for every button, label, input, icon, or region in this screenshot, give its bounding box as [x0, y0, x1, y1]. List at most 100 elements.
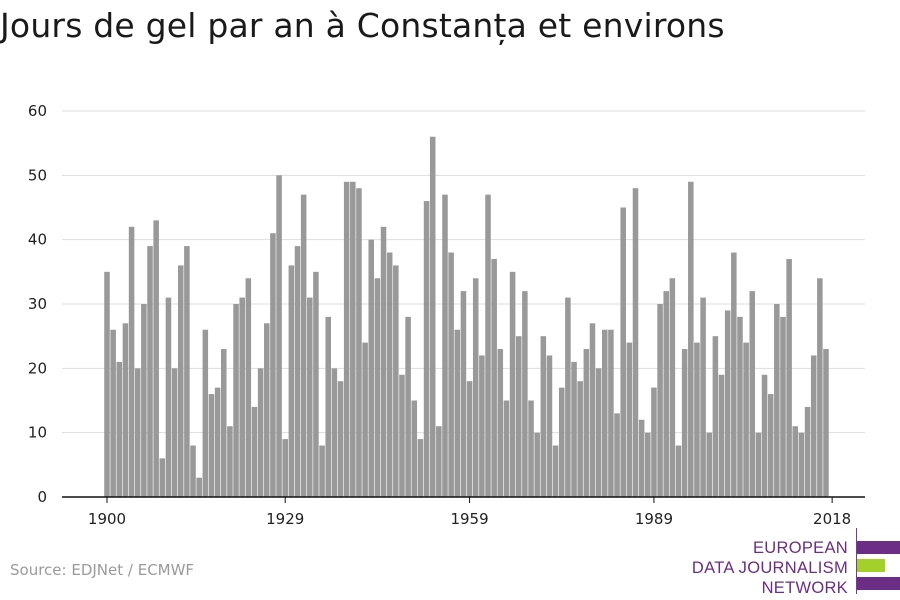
bar — [386, 252, 393, 497]
bar — [171, 368, 178, 497]
bar — [614, 413, 620, 497]
bar — [331, 368, 338, 497]
logo-divider — [856, 528, 857, 594]
bar — [724, 310, 731, 497]
bar — [595, 368, 602, 497]
bar — [657, 304, 663, 497]
x-tick-label: 1989 — [635, 510, 673, 528]
bar — [134, 368, 141, 497]
bar — [515, 336, 522, 497]
bar — [810, 355, 817, 497]
bar — [141, 304, 147, 497]
bar — [472, 278, 479, 497]
bar — [528, 400, 534, 497]
bar — [429, 136, 436, 498]
y-tick-label: 40 — [28, 231, 47, 249]
bar — [356, 188, 362, 497]
bar — [276, 175, 282, 497]
bar — [761, 374, 768, 497]
bar — [319, 445, 325, 497]
bar — [558, 387, 565, 497]
bar — [147, 246, 153, 497]
bar — [214, 387, 221, 497]
bar — [534, 432, 540, 497]
bar — [706, 432, 712, 497]
bar — [288, 265, 295, 497]
y-tick-label: 50 — [28, 166, 47, 184]
bar — [245, 278, 252, 497]
bar — [282, 439, 288, 497]
bar — [540, 336, 547, 497]
bar — [227, 426, 233, 497]
bar — [270, 233, 276, 498]
logo-text: EUROPEAN DATA JOURNALISM NETWORK — [692, 538, 848, 598]
bar — [442, 194, 448, 497]
bar — [767, 394, 774, 497]
bar — [221, 349, 227, 497]
bar — [632, 188, 639, 497]
bar — [669, 278, 676, 497]
bar — [817, 278, 823, 497]
bar — [774, 304, 780, 497]
y-tick-label: 20 — [28, 359, 47, 377]
bar — [233, 304, 239, 497]
bar — [325, 316, 331, 497]
bar — [688, 181, 694, 497]
x-tick-label: 2018 — [813, 510, 851, 528]
bar — [479, 355, 485, 497]
bar — [122, 323, 129, 497]
bar — [294, 246, 301, 497]
logo-line-1: EUROPEAN — [752, 539, 848, 557]
bar — [159, 458, 166, 497]
bar — [700, 297, 706, 497]
bar — [749, 291, 756, 497]
bar — [128, 226, 135, 498]
logo-line-3: NETWORK — [761, 579, 848, 597]
bar — [589, 323, 596, 497]
bar — [577, 381, 583, 497]
logo-bar-middle — [857, 559, 885, 572]
bar — [638, 419, 645, 497]
bar — [337, 381, 344, 497]
bars — [104, 136, 829, 498]
bar — [552, 445, 559, 497]
bar — [362, 342, 368, 497]
bar — [571, 361, 577, 497]
bar — [116, 361, 123, 497]
x-tick-label: 1900 — [88, 510, 126, 528]
bar — [546, 355, 553, 497]
bar — [583, 349, 590, 497]
bar — [393, 265, 399, 497]
bar — [718, 374, 725, 497]
bar — [608, 329, 614, 497]
bar — [485, 194, 491, 497]
y-tick-label: 30 — [28, 295, 47, 313]
bar — [374, 278, 381, 497]
bar — [460, 291, 467, 497]
bar — [307, 297, 313, 497]
bar — [454, 329, 461, 497]
bar — [202, 329, 209, 497]
bar — [565, 297, 571, 497]
bar — [786, 258, 792, 497]
logo-bar-top — [857, 541, 900, 554]
bar — [184, 246, 190, 497]
bar — [423, 201, 430, 497]
bar — [694, 342, 700, 497]
bar — [350, 181, 356, 497]
bar — [823, 349, 829, 497]
x-tick-label: 1929 — [266, 510, 304, 528]
bar — [104, 271, 110, 497]
bar — [239, 297, 245, 497]
bar — [602, 329, 608, 497]
bar — [509, 271, 516, 497]
x-tick-label: 1959 — [450, 510, 488, 528]
bar — [405, 316, 411, 497]
bar — [755, 432, 762, 497]
bar — [343, 181, 350, 497]
bar — [522, 291, 528, 497]
bar — [497, 349, 504, 497]
bar — [651, 387, 657, 497]
bar — [675, 445, 682, 497]
